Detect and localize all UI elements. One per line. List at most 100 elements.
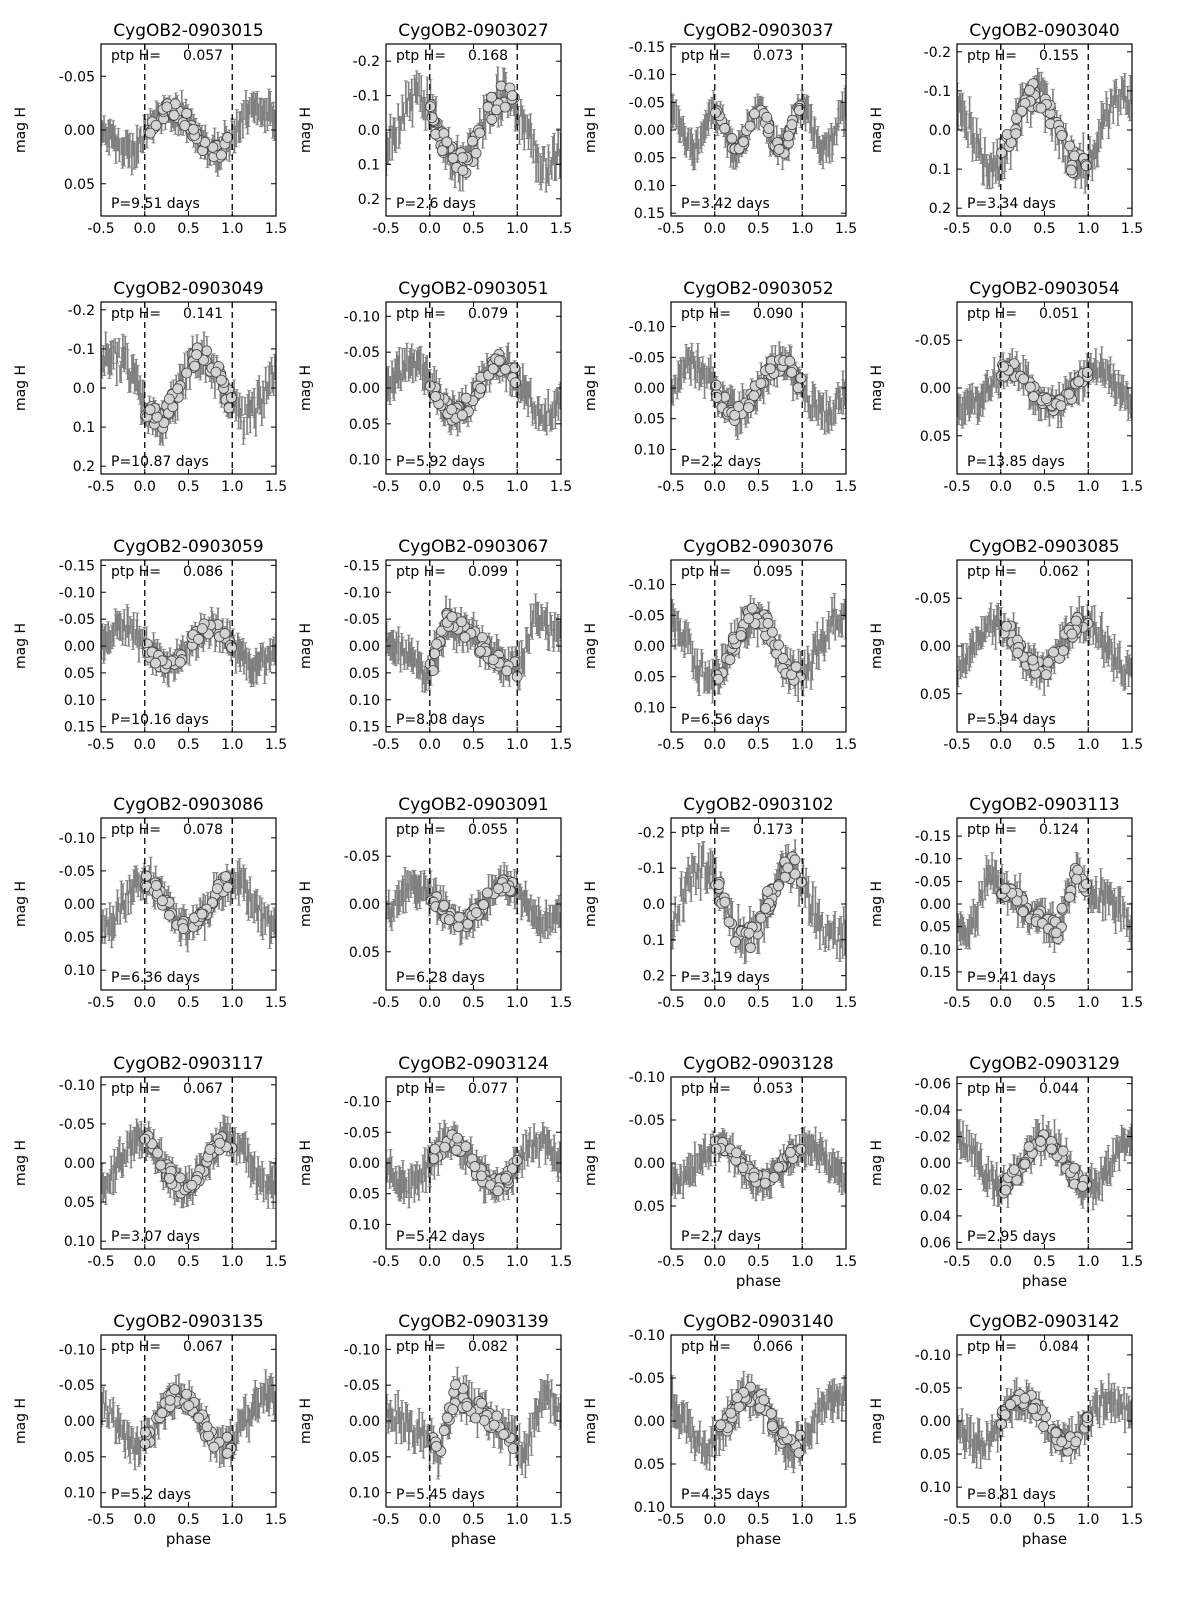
- data-point: [1081, 366, 1093, 378]
- data-point: [191, 349, 203, 360]
- period-label: P=2.6 days: [396, 196, 476, 212]
- y-axis-label: mag H: [298, 365, 314, 411]
- ptp-value: 0.168: [468, 48, 508, 64]
- period-label: P=10.16 days: [111, 712, 209, 728]
- data-point: [163, 393, 175, 405]
- y-tick-label: 0.00: [920, 381, 951, 397]
- data-point: [764, 363, 776, 375]
- data-point: [743, 402, 754, 414]
- x-tick-label: 1.0: [1077, 221, 1099, 237]
- x-tick-label: 0.5: [177, 737, 199, 753]
- data-point: [425, 101, 436, 113]
- x-tick-label: -0.5: [87, 479, 114, 495]
- x-tick-label: 0.5: [1033, 479, 1055, 495]
- data-point: [499, 363, 511, 375]
- x-tick-label: 1.5: [550, 221, 572, 237]
- x-tick-label: 0.5: [462, 479, 484, 495]
- y-axis-label: mag H: [13, 623, 29, 669]
- x-tick-label: 0.5: [747, 479, 769, 495]
- y-axis-label: mag H: [583, 107, 599, 153]
- data-point: [189, 360, 201, 372]
- ptp-value: 0.051: [1039, 306, 1079, 322]
- light-curve-panel: -0.5 0.0 0.5 1.0 1.5 -0.05 0.00 0.05 CygOB2-0903…: [869, 279, 1143, 495]
- x-tick-label: 0.0: [134, 737, 156, 753]
- x-tick-label: 0.5: [462, 221, 484, 237]
- y-tick-label: -0.2: [924, 45, 951, 61]
- x-tick-label: 1.5: [265, 221, 287, 237]
- y-tick-label: 0.00: [349, 381, 380, 397]
- x-tick-label: -0.5: [657, 479, 684, 495]
- ptp-label: ptp H=: [396, 306, 446, 322]
- data-point: [786, 119, 798, 131]
- x-tick-label: 1.0: [506, 221, 528, 237]
- panel-title: CygOB2-0903037: [683, 21, 833, 41]
- x-tick-label: 0.5: [747, 221, 769, 237]
- x-tick-label: 0.0: [419, 221, 441, 237]
- data-point: [486, 114, 498, 125]
- data-point: [510, 377, 521, 389]
- data-point: [201, 345, 213, 357]
- y-tick-label: 0.00: [634, 381, 665, 397]
- data-point: [196, 623, 208, 635]
- y-tick-label: 0.00: [634, 123, 665, 139]
- data-point: [509, 362, 521, 374]
- ptp-label: ptp H=: [681, 48, 731, 64]
- data-point: [748, 390, 760, 401]
- ptp-label: ptp H=: [111, 48, 161, 64]
- data-point: [755, 378, 767, 389]
- plot-area: [386, 342, 561, 437]
- data-point: [207, 141, 219, 153]
- data-point: [710, 379, 722, 391]
- ptp-label: ptp H=: [967, 48, 1017, 64]
- data-point: [144, 127, 156, 139]
- y-tick-label: -0.05: [59, 69, 95, 85]
- plot-area: [671, 341, 846, 440]
- panel-title: CygOB2-0903052: [683, 279, 833, 299]
- y-tick-label: 0.05: [64, 666, 95, 682]
- data-point: [795, 372, 807, 384]
- light-curve-panel: -0.5 0.0 0.5 1.0 1.5 -0.15 -0.10 -0.05 0.00 0.05 0…: [583, 21, 857, 237]
- data-point: [733, 401, 744, 412]
- y-tick-label: -0.1: [353, 89, 380, 105]
- data-point: [168, 109, 180, 121]
- period-label: P=2.2 days: [681, 454, 761, 470]
- data-point: [210, 366, 222, 378]
- plot-area: [386, 593, 561, 693]
- data-point: [1010, 128, 1022, 140]
- y-tick-label: -0.2: [68, 303, 95, 319]
- light-curve-panel: -0.5 0.0 0.5 1.0 1.5 -0.10 -0.05 0.00 0.05 0.10 Cy…: [583, 279, 857, 495]
- y-tick-label: 0.10: [634, 178, 665, 194]
- data-point: [1056, 130, 1068, 141]
- y-tick-label: 0.05: [64, 177, 95, 193]
- data-point: [172, 383, 184, 395]
- data-point: [744, 120, 756, 132]
- data-point: [761, 111, 773, 123]
- data-point: [711, 392, 723, 403]
- y-tick-label: 0.0: [73, 381, 95, 397]
- data-point: [1041, 393, 1052, 405]
- panel-title: CygOB2-0903051: [398, 279, 548, 299]
- y-tick-label: 0.05: [920, 429, 951, 445]
- data-point: [150, 657, 161, 669]
- data-point: [436, 145, 448, 156]
- x-tick-label: 1.0: [221, 221, 243, 237]
- x-tick-label: 1.5: [835, 479, 857, 495]
- y-tick-label: 0.1: [929, 162, 951, 178]
- y-tick-label: -0.05: [344, 345, 380, 361]
- data-point: [193, 633, 204, 645]
- x-tick-label: 1.0: [506, 479, 528, 495]
- x-tick-label: 1.5: [835, 221, 857, 237]
- x-tick-label: -0.5: [87, 221, 114, 237]
- data-point: [1028, 391, 1039, 402]
- data-point: [773, 143, 785, 155]
- data-point: [174, 656, 186, 668]
- data-point: [1065, 164, 1077, 176]
- y-tick-label: 0.1: [358, 157, 380, 173]
- y-tick-label: 0.05: [634, 151, 665, 167]
- y-tick-label: -0.10: [629, 68, 665, 84]
- x-tick-label: 0.0: [990, 479, 1012, 495]
- data-point: [749, 108, 760, 120]
- y-tick-label: 0.0: [929, 123, 951, 139]
- data-point: [1024, 381, 1036, 393]
- plot-area: [957, 346, 1132, 429]
